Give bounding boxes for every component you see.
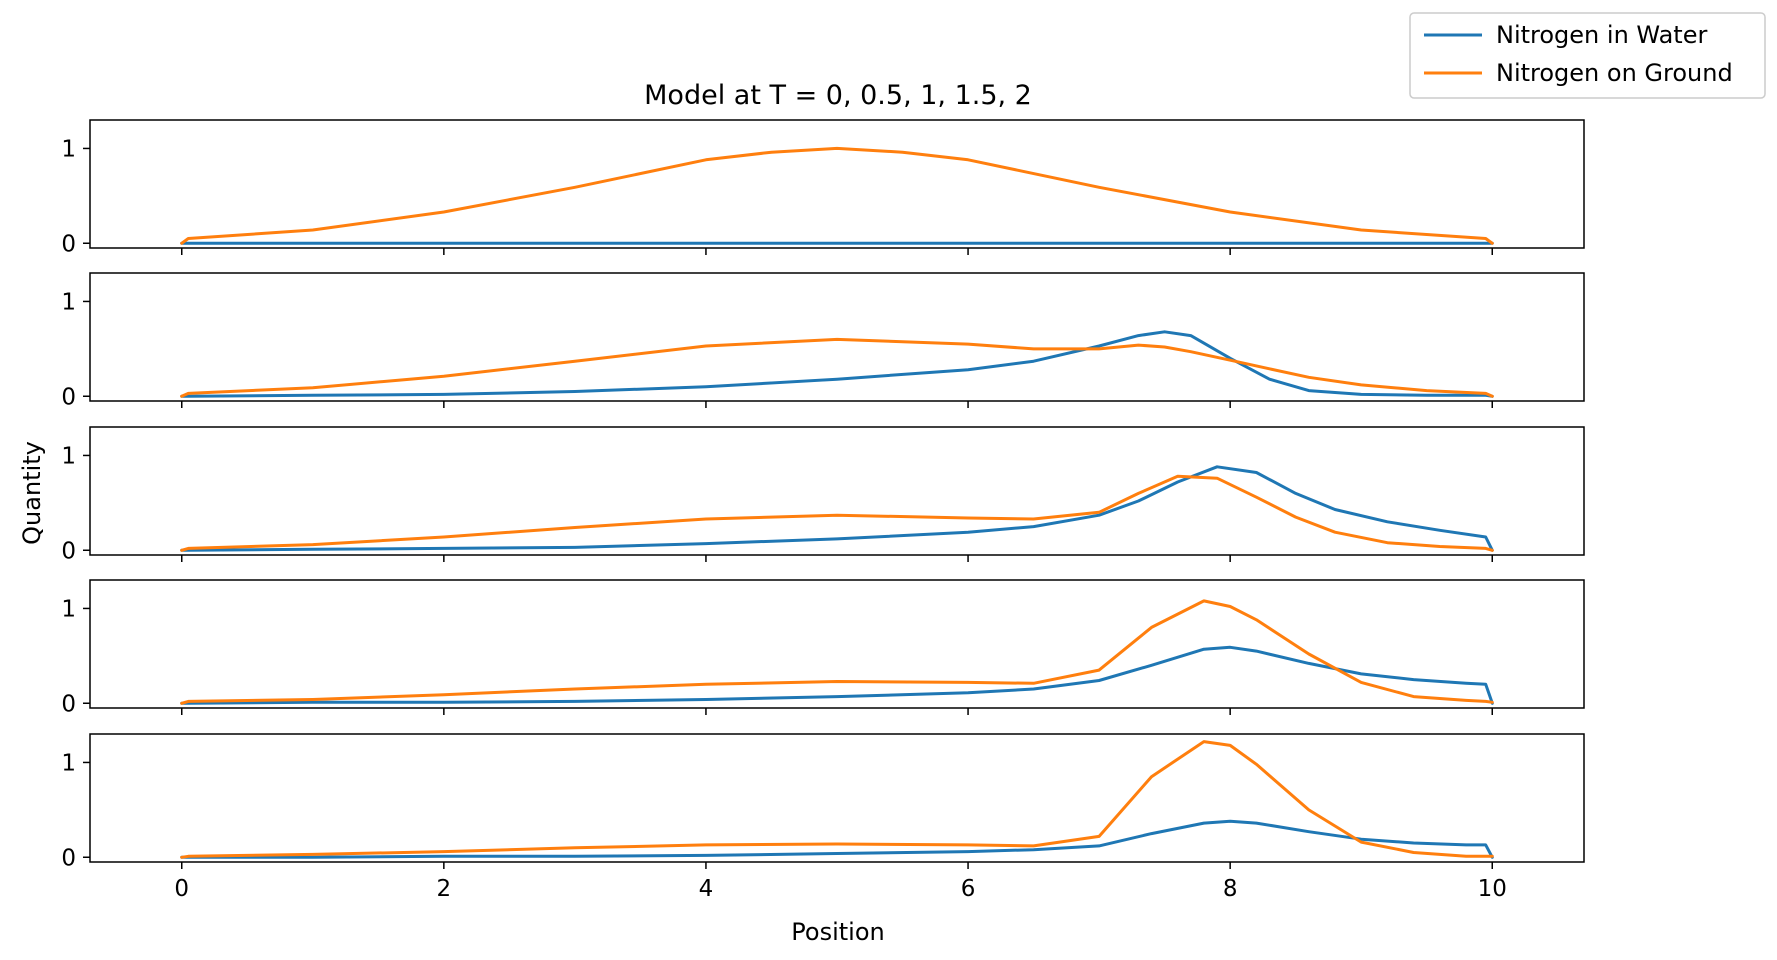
subplot-panel: 01 (61, 119, 1585, 257)
x-tick-label: 2 (437, 876, 452, 902)
y-tick-label: 1 (61, 136, 76, 162)
y-tick-label: 1 (61, 289, 76, 315)
legend: Nitrogen in Water Nitrogen on Ground (1409, 12, 1766, 99)
axes-frame (89, 733, 1585, 863)
chart-title: Model at T = 0, 0.5, 1, 1.5, 2 (644, 80, 1032, 111)
series-line-water (180, 465, 1494, 552)
axes-frame (89, 426, 1585, 556)
subplot-panel: 01 (61, 579, 1585, 717)
series-line-water (180, 645, 1494, 705)
series-line-ground (180, 146, 1494, 245)
series-line-water (180, 819, 1494, 859)
axes-frame (89, 579, 1585, 709)
subplot-panel: 01 (61, 426, 1585, 564)
y-tick-label: 1 (61, 750, 76, 776)
y-tick-label: 0 (61, 231, 76, 257)
series-line-ground (180, 740, 1494, 859)
x-axis-label: Position (791, 918, 884, 946)
series-line-ground (180, 337, 1494, 398)
x-tick-label: 6 (961, 876, 976, 902)
legend-label-water: Nitrogen in Water (1496, 21, 1707, 49)
series-line-ground (180, 599, 1494, 705)
x-tick-label: 10 (1478, 876, 1507, 902)
x-tick-label: 4 (699, 876, 714, 902)
axes-frame (89, 272, 1585, 402)
legend-label-ground: Nitrogen on Ground (1496, 59, 1733, 87)
subplot-panel: 01 (61, 272, 1585, 410)
y-tick-label: 0 (61, 384, 76, 410)
x-tick-label: 8 (1223, 876, 1238, 902)
y-tick-label: 1 (61, 596, 76, 622)
y-tick-label: 0 (61, 691, 76, 717)
y-axis-label: Quantity (18, 441, 46, 545)
y-tick-label: 0 (61, 538, 76, 564)
axes-frame (89, 119, 1585, 249)
series-line-ground (180, 474, 1494, 552)
x-tick-label: 0 (174, 876, 189, 902)
subplot-panel: 010 2 4 6 8 10 (61, 733, 1585, 902)
y-tick-label: 0 (61, 845, 76, 871)
legend-frame (1409, 12, 1766, 99)
y-tick-label: 1 (61, 443, 76, 469)
series-line-water (180, 330, 1494, 398)
